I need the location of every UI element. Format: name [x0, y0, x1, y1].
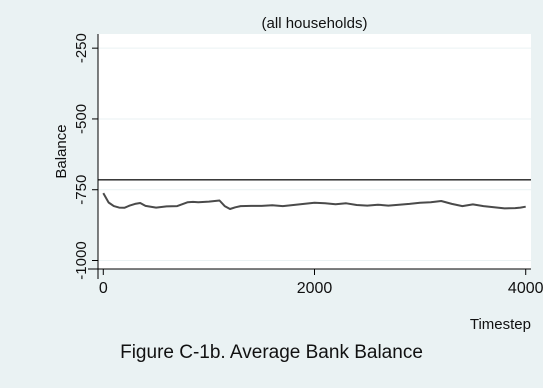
x-axis-label: Timestep — [470, 316, 531, 333]
y-tick-label: -500 — [73, 104, 90, 134]
series-line — [102, 192, 526, 210]
x-tick-label: 2000 — [297, 280, 333, 297]
figure-caption: Figure C-1b. Average Bank Balance — [120, 342, 423, 363]
y-tick-label: -750 — [73, 175, 90, 205]
x-tick-label: 0 — [99, 280, 108, 297]
x-tick-label: 4000 — [508, 280, 543, 297]
y-tick-label: -1000 — [73, 241, 90, 279]
plot-area — [98, 34, 531, 269]
y-tick-label: -250 — [73, 33, 90, 63]
chart-title: (all households) — [262, 15, 368, 32]
y-axis-label: Balance — [53, 124, 70, 178]
